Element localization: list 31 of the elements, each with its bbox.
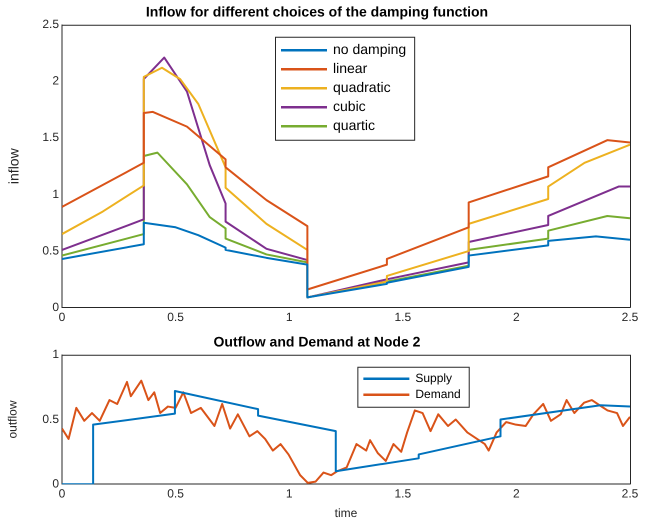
y-tick-label: 0 — [52, 476, 60, 491]
legend-label: no damping — [333, 41, 406, 58]
x-tick-label: 2 — [513, 486, 520, 501]
legend-label: quartic — [333, 117, 376, 134]
x-tick-label: 1 — [286, 310, 293, 324]
y-tick-label: 0.5 — [42, 412, 60, 426]
chart-title: Outflow and Demand at Node 2 — [214, 333, 421, 350]
legend-label: quadratic — [333, 79, 391, 96]
y-tick-label: 2.5 — [42, 17, 60, 32]
y-tick-label: 1.5 — [42, 130, 60, 144]
y-tick-label: 1 — [52, 186, 60, 201]
y-tick-label: 0.5 — [42, 243, 60, 258]
chart-title: Inflow for different choices of the damping function — [146, 3, 488, 20]
x-axis-title: time — [334, 506, 358, 520]
legend-label: Supply — [415, 371, 452, 386]
x-tick-label: 1.5 — [394, 310, 412, 324]
y-axis-title: inflow — [5, 147, 22, 184]
legend-label: linear — [333, 60, 368, 76]
x-tick-label: 0.5 — [167, 486, 184, 501]
y-tick-label: 1 — [52, 347, 60, 362]
y-tick-label: 0 — [52, 300, 60, 314]
y-axis-title: outflow — [6, 400, 20, 439]
legend-label: cubic — [333, 98, 366, 114]
x-tick-label: 2.5 — [622, 486, 639, 501]
x-tick-label: 2 — [513, 310, 520, 324]
y-tick-label: 2 — [52, 74, 60, 88]
x-tick-label: 2.5 — [622, 310, 639, 324]
x-tick-label: 1.5 — [394, 486, 412, 501]
x-tick-label: 0.5 — [167, 310, 184, 324]
legend-label: Demand — [415, 387, 461, 402]
x-tick-label: 1 — [286, 486, 293, 501]
